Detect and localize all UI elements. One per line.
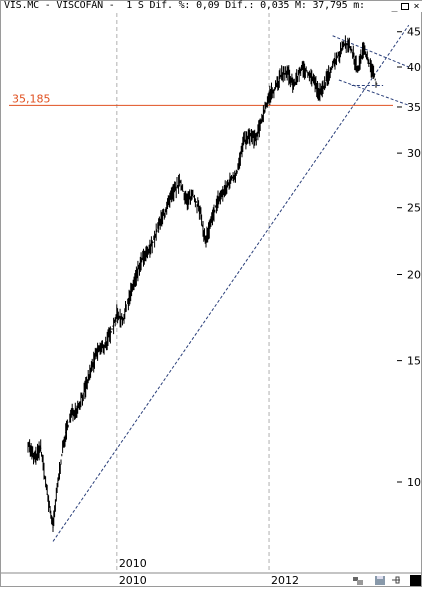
price-point	[46, 493, 48, 495]
price-point	[363, 46, 365, 48]
price-bars	[27, 35, 377, 532]
price-point	[268, 95, 270, 97]
price-point	[223, 190, 226, 192]
price-point	[122, 319, 124, 321]
price-point	[160, 219, 162, 221]
trendline[interactable]	[338, 79, 409, 106]
price-point	[300, 68, 302, 70]
color-square-icon[interactable]	[409, 575, 421, 586]
title-bar: VIS.MC - VISCOFAN - 1 S Dif. %: 0,09 Dif…	[1, 0, 422, 12]
bottom-toolbar	[346, 574, 422, 587]
y-tick-label: 25	[407, 202, 421, 215]
save-icon[interactable]	[374, 575, 386, 586]
price-point	[116, 313, 118, 316]
price-point	[351, 50, 353, 52]
y-tick-label: 20	[407, 269, 421, 282]
price-point	[332, 64, 334, 66]
grid-layer	[116, 13, 270, 573]
price-point	[230, 179, 232, 181]
price-point	[40, 447, 42, 449]
minimize-button[interactable]: _	[391, 1, 398, 12]
price-point	[306, 70, 308, 73]
price-point	[255, 138, 257, 141]
y-tick-label: 45	[407, 26, 421, 39]
y-tick-label: 30	[407, 147, 421, 160]
price-point	[287, 72, 289, 74]
price-point	[319, 93, 321, 96]
price-point	[173, 190, 175, 192]
price-point	[33, 458, 35, 460]
y-axis: 10 15 20 25 30 35 40 45	[397, 26, 421, 489]
price-point	[109, 333, 111, 335]
y-tick-label: 10	[407, 476, 421, 489]
price-point	[338, 53, 340, 56]
price-point	[84, 389, 86, 391]
price-point	[236, 171, 238, 173]
x-axis: 2010 2010 2012	[1, 557, 422, 587]
price-point	[90, 368, 92, 370]
maximize-button[interactable]	[401, 3, 409, 10]
price-point	[243, 141, 245, 143]
price-point	[280, 74, 283, 76]
price-point	[103, 346, 105, 348]
price-point	[128, 297, 130, 299]
price-point	[261, 115, 264, 117]
price-point	[357, 69, 359, 71]
price-point	[344, 41, 346, 43]
chart-type-icon[interactable]	[352, 575, 364, 586]
trendline[interactable]	[52, 24, 410, 542]
price-point	[147, 252, 149, 254]
price-point	[27, 442, 29, 444]
y-tick-label: 15	[407, 355, 421, 368]
price-point	[58, 469, 61, 471]
close-button[interactable]: ×	[413, 1, 420, 12]
price-point	[77, 405, 80, 407]
trendline[interactable]	[332, 35, 409, 68]
price-point	[325, 80, 327, 82]
price-point	[192, 194, 194, 196]
price-point	[312, 78, 315, 80]
price-point	[185, 200, 188, 202]
price-point	[293, 84, 295, 87]
price-point	[179, 181, 181, 184]
support-line-layer: 35,185	[9, 92, 393, 106]
x-tick-label: 2010	[119, 574, 147, 587]
price-point	[274, 86, 277, 88]
x-tick-label: 2012	[271, 574, 299, 587]
price-point	[52, 526, 54, 528]
price-series-layer	[27, 35, 378, 532]
y-tick-label: 35	[407, 101, 421, 114]
support-line-label: 35,185	[12, 92, 51, 105]
price-point	[65, 431, 67, 434]
price-point	[376, 83, 378, 85]
price-point	[71, 412, 73, 414]
price-point	[141, 259, 143, 261]
price-point	[369, 65, 371, 67]
price-point	[134, 276, 137, 279]
price-point	[198, 209, 200, 211]
price-point	[97, 350, 99, 352]
x-tick-label-upper: 2010	[119, 557, 147, 570]
price-point	[166, 205, 169, 208]
price-point	[211, 220, 213, 222]
window-title: VIS.MC - VISCOFAN - 1 S Dif. %: 0,09 Dif…	[4, 0, 371, 11]
price-point	[204, 239, 206, 242]
price-point	[249, 135, 251, 137]
price-point	[217, 198, 219, 201]
pin-icon[interactable]	[390, 575, 402, 586]
trendlines-layer	[52, 24, 410, 542]
y-tick-label: 40	[407, 61, 421, 74]
price-point	[153, 237, 156, 239]
